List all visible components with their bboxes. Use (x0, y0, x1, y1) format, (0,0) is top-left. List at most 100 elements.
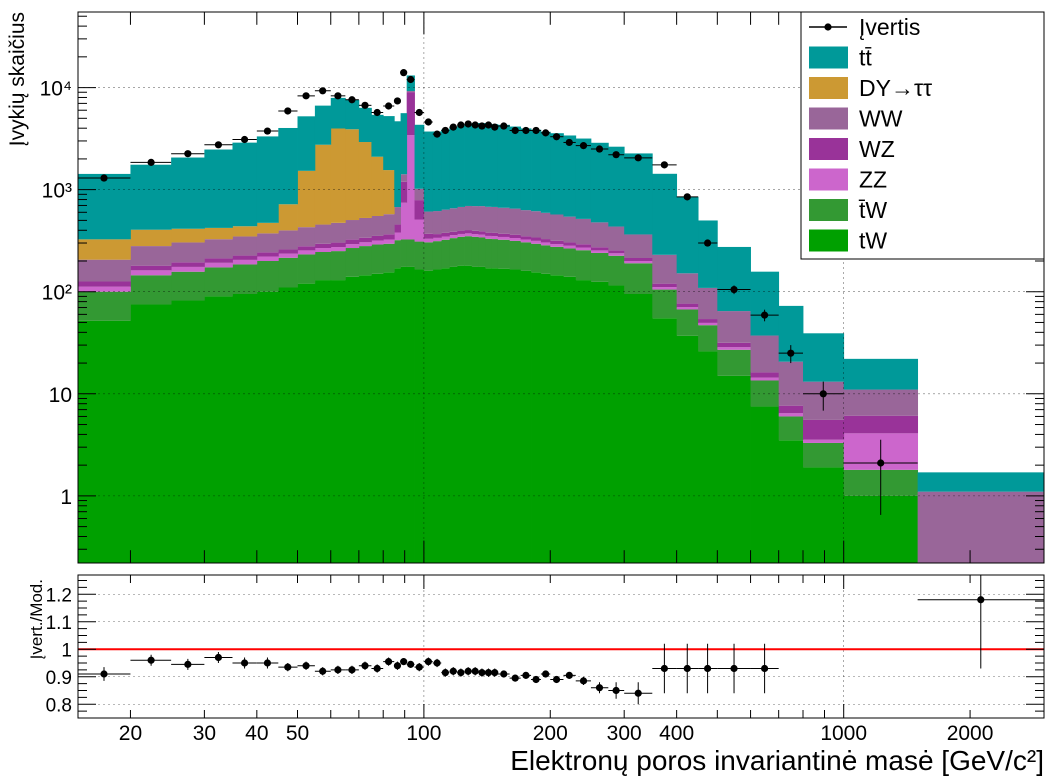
bar (608, 146, 625, 227)
x-tick-label: 200 (533, 722, 568, 745)
bar (652, 283, 678, 288)
ratio-point (171, 658, 205, 670)
bar (457, 230, 465, 234)
marker (730, 285, 738, 294)
bar (394, 240, 401, 269)
bar (130, 229, 172, 247)
marker (703, 239, 712, 247)
data-point (383, 102, 395, 110)
bar (406, 135, 415, 240)
bar (471, 266, 480, 563)
bar (256, 136, 279, 223)
ratio-point (698, 643, 718, 694)
legend-swatch (809, 168, 848, 191)
bar (497, 239, 510, 269)
bar (717, 246, 751, 312)
bar (314, 280, 332, 563)
marker (484, 121, 493, 129)
bar (78, 259, 131, 282)
ratio-point (130, 654, 172, 666)
bar (497, 233, 510, 237)
bar (423, 211, 434, 234)
bar (358, 275, 372, 563)
bar (478, 206, 486, 232)
bar (698, 322, 718, 326)
bar (330, 97, 346, 129)
marker (433, 659, 441, 667)
bar (423, 242, 434, 271)
ratio-point (608, 682, 625, 699)
ratio-point (471, 667, 479, 676)
bar (457, 236, 465, 266)
marker (100, 174, 108, 182)
bar (441, 209, 450, 233)
bar (531, 211, 542, 238)
bar (314, 248, 332, 253)
data-point (297, 92, 315, 100)
bar (256, 222, 279, 234)
ratio-point (509, 674, 521, 682)
ratio-point (457, 668, 465, 677)
bar (204, 267, 233, 297)
marker (760, 664, 769, 673)
bar (478, 234, 486, 238)
bar (485, 235, 493, 239)
bar (652, 318, 678, 563)
bar (383, 243, 395, 273)
bar (750, 406, 780, 563)
bar (624, 263, 653, 294)
bar (540, 131, 551, 213)
marker (384, 658, 393, 666)
ratio-point (358, 661, 372, 670)
bar (491, 124, 499, 207)
bar (540, 239, 551, 243)
bar (232, 264, 258, 294)
ratio-point (717, 643, 751, 694)
legend-entry: ZZ (809, 167, 887, 193)
legend-label: ZZ (859, 167, 887, 193)
bar (608, 253, 625, 256)
bar (478, 237, 486, 267)
marker (634, 689, 642, 697)
y-tick-label: 10 (49, 384, 72, 407)
bar (256, 291, 279, 563)
bar (540, 273, 551, 563)
bar (491, 232, 499, 237)
bar (550, 275, 564, 563)
bar (464, 233, 473, 237)
bar (441, 236, 450, 240)
bar (575, 280, 592, 563)
marker (819, 390, 827, 398)
ratio-y-axis: 0.8 0.9 1 1.1 1.2 (46, 580, 1044, 719)
bar (297, 254, 316, 284)
y-tick-label: 1.1 (46, 613, 72, 634)
legend: Įvertis tt̄ DY→ττ WW WZ ZZ t̄W tW (800, 11, 1045, 260)
bar (843, 415, 919, 434)
bar (358, 217, 372, 238)
data-point (423, 118, 433, 126)
ratio-point (441, 668, 450, 677)
bar (400, 113, 408, 175)
bar (575, 250, 592, 281)
bar (575, 138, 592, 219)
marker (384, 102, 393, 110)
main-panel: 1 10 10² 10³ 10⁴ Įvykių skaičius (6, 11, 1045, 564)
bar (478, 231, 486, 235)
bar (531, 237, 542, 241)
bar (297, 250, 316, 255)
legend-entry: Įvertis (809, 14, 920, 40)
legend-entry: DY→ττ (809, 75, 932, 101)
bar (278, 204, 298, 231)
ratio-point (314, 667, 331, 676)
bar (449, 266, 458, 563)
bar (491, 236, 499, 240)
bar (383, 239, 395, 244)
bar (471, 206, 480, 231)
marker (284, 663, 292, 671)
marker (612, 151, 620, 159)
marker (500, 122, 508, 130)
bar (520, 270, 532, 563)
bar (652, 287, 678, 290)
bar (297, 246, 316, 251)
x-axis-label: Elektronų poros invariantinė masė [GeV/c… (510, 745, 1044, 776)
